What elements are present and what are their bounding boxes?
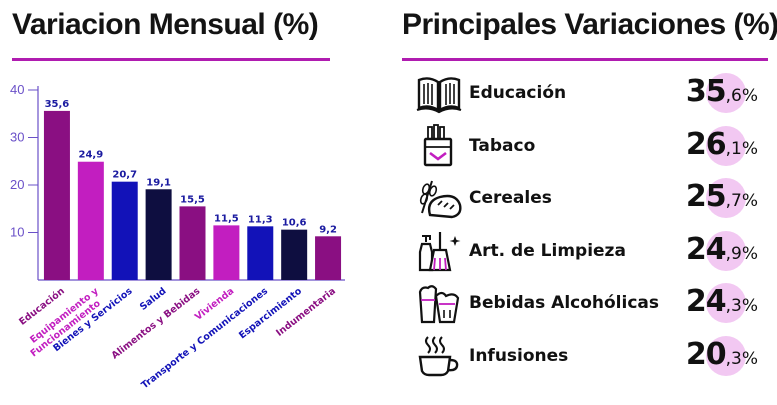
bread-wheat-icon (419, 180, 462, 219)
bar-value-label: 35,6 (45, 99, 70, 110)
bar-value-label: 11,3 (248, 214, 273, 225)
x-tick-label: Indumentaria (274, 286, 338, 339)
bar-value-label: 11,5 (214, 213, 239, 224)
highlight-circle (706, 230, 746, 271)
variation-row-infusiones: Infusiones 20,3% (416, 331, 766, 384)
variation-value: 25,7% (685, 179, 758, 214)
bar-value-label: 20,7 (112, 170, 137, 181)
variation-label: Infusiones (469, 345, 569, 366)
variation-value: 20,3% (685, 336, 758, 372)
x-tick-label: Salud (138, 286, 168, 313)
bar (77, 161, 104, 280)
y-tick-label: 10 (10, 225, 24, 240)
highlight-circle (706, 178, 746, 218)
variation-label: Educación (469, 83, 567, 103)
variation-label: Tabaco (469, 135, 536, 156)
x-tick-label-line: Salud (138, 286, 168, 313)
right-title-underline (402, 58, 768, 61)
y-tick-label: 30 (10, 130, 24, 145)
highlight-circle (706, 73, 746, 113)
variation-label: Cereales (469, 188, 552, 208)
variation-row-cereales: Cereales 25,7% (416, 173, 766, 226)
highlight-circle (706, 125, 746, 166)
variation-row-bebidas: Bebidas Alcohólicas 24,3% (416, 278, 766, 331)
left-title-underline (12, 58, 330, 61)
variation-value: 24,9% (685, 231, 758, 267)
beer-glasses-icon (418, 285, 460, 324)
cleaning-supplies-icon (418, 231, 461, 271)
variation-value: 35,6% (685, 74, 758, 109)
y-tick-label: 40 (10, 82, 24, 97)
variation-value: 26,1% (685, 126, 758, 162)
variation-row-educacion: Educación 35,6% (416, 68, 766, 121)
bar (247, 226, 274, 280)
bar (43, 110, 70, 281)
y-tick-label: 20 (10, 177, 24, 192)
highlight-circle (706, 283, 746, 323)
book-icon (416, 77, 462, 114)
bar (111, 181, 138, 280)
bar (213, 225, 240, 280)
variations-list: Educación 35,6% Tabaco 26,1% Cereales 25… (416, 68, 766, 383)
variation-label: Bebidas Alcohólicas (469, 293, 660, 313)
bar (145, 189, 172, 280)
bar-value-label: 10,6 (282, 218, 307, 229)
variation-row-limpieza: Art. de Limpieza 24,9% (416, 226, 766, 279)
highlight-circle (706, 335, 746, 376)
bar-value-label: 15,5 (180, 194, 205, 205)
x-tick-label-line: Indumentaria (274, 286, 338, 339)
bar-value-label: 24,9 (78, 150, 103, 161)
steaming-cup-icon (418, 335, 459, 376)
bar (315, 236, 342, 280)
variation-label: Art. de Limpieza (469, 240, 626, 261)
variations-title: Principales Variaciones (%) (402, 8, 777, 41)
variation-row-tabaco: Tabaco 26,1% (416, 121, 766, 174)
bar-value-label: 19,1 (146, 177, 171, 188)
variation-value: 24,3% (685, 284, 758, 319)
chart-title: Variacion Mensual (%) (12, 8, 319, 41)
bar (281, 229, 308, 280)
bar (179, 206, 206, 280)
bar-value-label: 9,2 (319, 224, 337, 235)
cigarette-pack-icon (423, 123, 453, 166)
